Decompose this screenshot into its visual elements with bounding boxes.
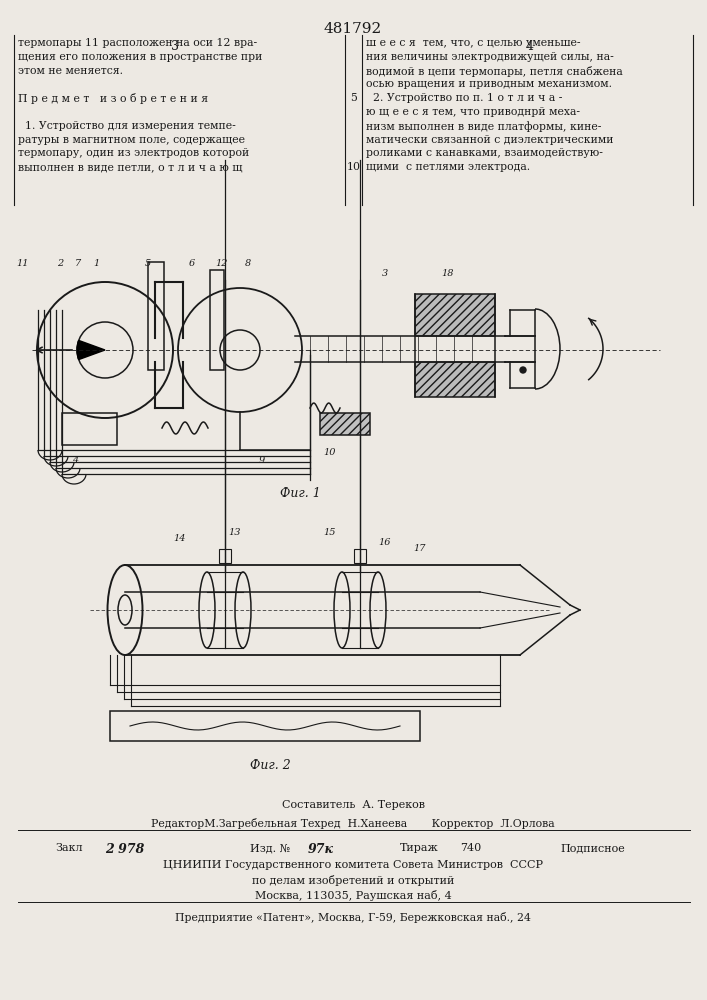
Text: 10: 10 (324, 448, 337, 457)
Text: Предприятие «Патент», Москва, Г-59, Бережковская наб., 24: Предприятие «Патент», Москва, Г-59, Бере… (175, 912, 531, 923)
Text: 14: 14 (174, 534, 186, 543)
Bar (219, 549, 231, 563)
Bar (415, 294, 495, 336)
Text: 2 978: 2 978 (105, 843, 144, 856)
Text: термопару, один из электродов которой: термопару, один из электродов которой (18, 148, 250, 158)
Text: ю щ е е с я тем, что приводнрй меха-: ю щ е е с я тем, что приводнрй меха- (366, 107, 580, 117)
Text: П р е д м е т   и з о б р е т е н и я: П р е д м е т и з о б р е т е н и я (18, 93, 208, 104)
Bar (148, 262, 164, 370)
Text: 18: 18 (442, 269, 455, 278)
Text: щения его положения в пространстве при: щения его положения в пространстве при (18, 52, 262, 62)
Text: Фиг. 2: Фиг. 2 (250, 759, 291, 772)
Bar (320, 413, 370, 435)
Text: 4: 4 (526, 40, 534, 53)
Text: 3: 3 (171, 40, 179, 53)
Text: Москва, 113035, Раушская наб, 4: Москва, 113035, Раушская наб, 4 (255, 890, 451, 901)
Text: 13: 13 (229, 528, 241, 537)
Bar (415, 362, 495, 397)
Text: 1. Устройство для измерения темпе-: 1. Устройство для измерения темпе- (18, 121, 235, 131)
Wedge shape (77, 340, 105, 360)
Text: по делам изобретений и открытий: по делам изобретений и открытий (252, 875, 454, 886)
Text: Составитель  А. Тереков: Составитель А. Тереков (281, 800, 424, 810)
Text: 5: 5 (351, 93, 358, 103)
Text: 16: 16 (379, 538, 391, 547)
Text: ния величины электродвижущей силы, на-: ния величины электродвижущей силы, на- (366, 52, 614, 62)
Text: РедакторМ.Загребельная Техред  Н.Ханеева       Корректор  Л.Орлова: РедакторМ.Загребельная Техред Н.Ханеева … (151, 818, 555, 829)
Bar (210, 270, 224, 370)
Bar (62, 413, 117, 445)
Text: 2: 2 (57, 259, 63, 268)
Text: Закл: Закл (55, 843, 83, 853)
Text: 8: 8 (245, 259, 251, 268)
Text: 481792: 481792 (324, 22, 382, 36)
Text: роликами с канавками, взаимодействую-: роликами с канавками, взаимодействую- (366, 148, 603, 158)
Text: низм выполнен в виде платформы, кине-: низм выполнен в виде платформы, кине- (366, 121, 602, 132)
Text: 5: 5 (145, 259, 151, 268)
Bar (354, 549, 366, 563)
Text: осью вращения и приводным механизмом.: осью вращения и приводным механизмом. (366, 79, 612, 89)
Text: щими  с петлями электрода.: щими с петлями электрода. (366, 162, 530, 172)
Text: Фиг. 1: Фиг. 1 (280, 487, 320, 500)
Text: 12: 12 (216, 259, 228, 268)
Text: 17: 17 (414, 544, 426, 553)
Text: водимой в цепи термопары, петля снабжена: водимой в цепи термопары, петля снабжена (366, 66, 623, 77)
Text: 10: 10 (347, 162, 361, 172)
Text: 97к: 97к (308, 843, 334, 856)
Text: 15: 15 (324, 528, 337, 537)
Text: 2. Устройство по п. 1 о т л и ч а -: 2. Устройство по п. 1 о т л и ч а - (366, 93, 562, 103)
Text: 4: 4 (72, 456, 78, 465)
Circle shape (520, 367, 526, 373)
Text: ратуры в магнитном поле, содержащее: ратуры в магнитном поле, содержащее (18, 135, 245, 145)
Text: Изд. №: Изд. № (250, 843, 290, 853)
Bar (110, 711, 420, 741)
Text: 11: 11 (17, 259, 29, 268)
Text: термопары 11 расположен на оси 12 вра-: термопары 11 расположен на оси 12 вра- (18, 38, 257, 48)
Text: 6: 6 (189, 259, 195, 268)
Text: 740: 740 (460, 843, 481, 853)
Text: матически связанной с диэлектрическими: матически связанной с диэлектрическими (366, 135, 614, 145)
Text: 1: 1 (93, 259, 99, 268)
Text: 9: 9 (259, 456, 265, 465)
Text: Тираж: Тираж (400, 843, 439, 853)
Text: Подписное: Подписное (560, 843, 625, 853)
Text: этом не меняется.: этом не меняется. (18, 66, 123, 76)
Text: 7: 7 (75, 259, 81, 268)
Text: выполнен в виде петли, о т л и ч а ю щ: выполнен в виде петли, о т л и ч а ю щ (18, 162, 243, 172)
Text: 3: 3 (382, 269, 388, 278)
Text: ЦНИИПИ Государственного комитета Совета Министров  СССР: ЦНИИПИ Государственного комитета Совета … (163, 860, 543, 870)
Text: ш е е с я  тем, что, с целью уменьше-: ш е е с я тем, что, с целью уменьше- (366, 38, 580, 48)
